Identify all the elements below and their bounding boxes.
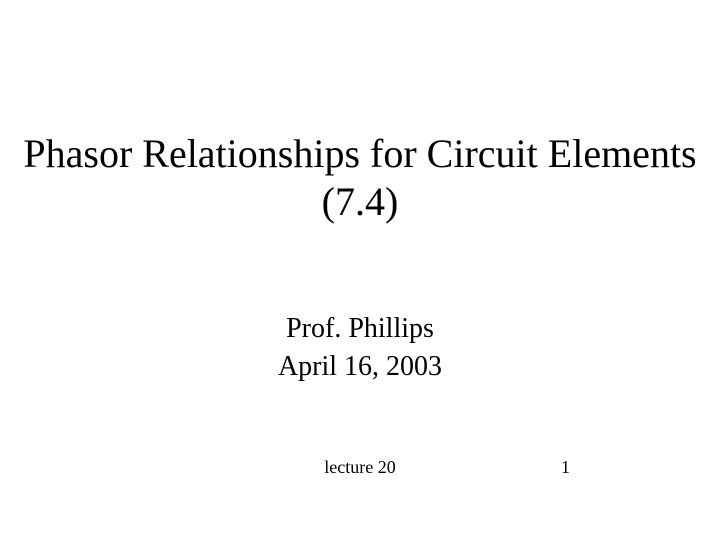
footer-label: lecture 20	[0, 457, 720, 478]
presentation-date: April 16, 2003	[0, 348, 720, 386]
slide: Phasor Relationships for Circuit Element…	[0, 0, 720, 540]
slide-subtitle: Prof. Phillips April 16, 2003	[0, 310, 720, 386]
page-number: 1	[561, 457, 570, 478]
presenter-name: Prof. Phillips	[0, 310, 720, 348]
slide-title: Phasor Relationships for Circuit Element…	[0, 130, 720, 226]
